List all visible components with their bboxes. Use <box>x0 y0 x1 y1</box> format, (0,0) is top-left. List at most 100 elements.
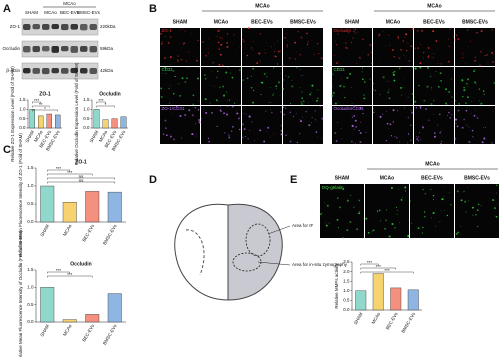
signal-dot <box>280 125 282 127</box>
chart-title: Occludin <box>99 91 120 97</box>
signal-dot <box>345 47 347 49</box>
signal-dot <box>184 114 187 116</box>
significance-label: *** <box>98 98 104 103</box>
signal-dot <box>178 43 180 45</box>
column-header: MCAo <box>214 19 228 25</box>
stain-label: CD31 <box>334 67 346 72</box>
blot-band <box>51 46 59 53</box>
signal-dot <box>314 110 316 112</box>
signal-dot <box>483 127 484 128</box>
signal-dot <box>321 214 323 215</box>
signal-dot <box>399 141 401 143</box>
signal-dot <box>451 114 453 116</box>
signal-dot <box>439 72 442 75</box>
signal-dot <box>466 124 468 126</box>
signal-dot <box>425 108 427 110</box>
signal-dot <box>160 33 162 35</box>
signal-dot <box>387 91 390 94</box>
signal-dot <box>495 215 498 218</box>
signal-dot <box>181 77 184 80</box>
signal-dot <box>355 142 356 144</box>
signal-dot <box>483 137 486 140</box>
signal-dot <box>418 84 420 87</box>
signal-dot <box>333 66 335 68</box>
panel-label: B <box>149 3 157 15</box>
significance-bracket <box>47 275 93 278</box>
signal-dot <box>224 132 226 134</box>
signal-dot <box>440 142 442 145</box>
signal-dot <box>335 40 336 42</box>
signal-dot <box>480 102 483 105</box>
column-header: SHAM <box>345 19 360 25</box>
signal-dot <box>358 56 361 59</box>
signal-dot <box>351 102 353 104</box>
signal-dot <box>242 137 244 139</box>
signal-dot <box>217 70 219 73</box>
signal-dot <box>225 113 229 116</box>
signal-dot <box>243 128 246 131</box>
signal-dot <box>298 38 300 40</box>
signal-dot <box>353 28 355 30</box>
column-header: SHAM <box>335 175 350 181</box>
signal-dot <box>350 195 352 197</box>
signal-dot <box>196 77 199 80</box>
signal-dot <box>476 117 479 119</box>
panel-label: D <box>149 174 157 186</box>
bar <box>120 116 127 129</box>
signal-dot <box>337 33 338 35</box>
signal-dot <box>465 102 467 105</box>
signal-dot <box>407 43 409 44</box>
signal-dot <box>317 97 319 99</box>
signal-dot <box>464 200 467 203</box>
signal-dot <box>353 128 355 130</box>
signal-dot <box>354 119 357 122</box>
signal-dot <box>173 92 175 95</box>
signal-dot <box>445 88 448 91</box>
y-axis-label: Relative Mean Fluorescence Intensity of … <box>18 133 23 257</box>
significance-bracket <box>47 271 70 274</box>
signal-dot <box>175 105 178 108</box>
bar <box>40 185 55 223</box>
signal-dot <box>216 35 218 38</box>
significance-bracket <box>360 271 414 274</box>
signal-dot <box>466 29 469 32</box>
micrograph <box>414 28 454 66</box>
signal-dot <box>494 215 496 217</box>
column-header: BEC-EVs <box>60 10 80 15</box>
signal-dot <box>337 101 339 103</box>
blot-band <box>42 68 50 75</box>
bar <box>38 115 44 129</box>
x-tick-label: MCAo <box>33 129 44 143</box>
signal-dot <box>390 187 393 189</box>
signal-dot <box>184 81 187 84</box>
signal-dot <box>484 54 486 57</box>
signal-dot <box>296 51 298 53</box>
signal-dot <box>447 38 449 40</box>
blot-band <box>70 46 78 53</box>
signal-dot <box>317 136 318 138</box>
signal-dot <box>243 40 245 42</box>
signal-dot <box>435 40 438 42</box>
signal-dot <box>389 44 391 46</box>
signal-dot <box>239 103 241 105</box>
signal-dot <box>277 40 279 42</box>
signal-dot <box>365 217 368 220</box>
signal-dot <box>286 46 288 48</box>
signal-dot <box>411 40 413 41</box>
signal-dot <box>342 93 343 95</box>
x-tick-label: SHAM <box>39 223 50 237</box>
significance-bracket <box>360 263 379 266</box>
signal-dot <box>248 115 251 118</box>
signal-dot <box>198 119 201 121</box>
signal-dot <box>217 41 220 44</box>
panel-label: C <box>3 144 11 156</box>
signal-dot <box>450 78 452 80</box>
signal-dot <box>222 94 226 97</box>
signal-dot <box>241 45 243 48</box>
signal-dot <box>171 113 173 115</box>
signal-dot <box>219 53 222 56</box>
signal-dot <box>276 63 279 65</box>
signal-dot <box>495 192 497 194</box>
signal-dot <box>439 221 441 223</box>
group-header: MCAo <box>427 3 441 9</box>
